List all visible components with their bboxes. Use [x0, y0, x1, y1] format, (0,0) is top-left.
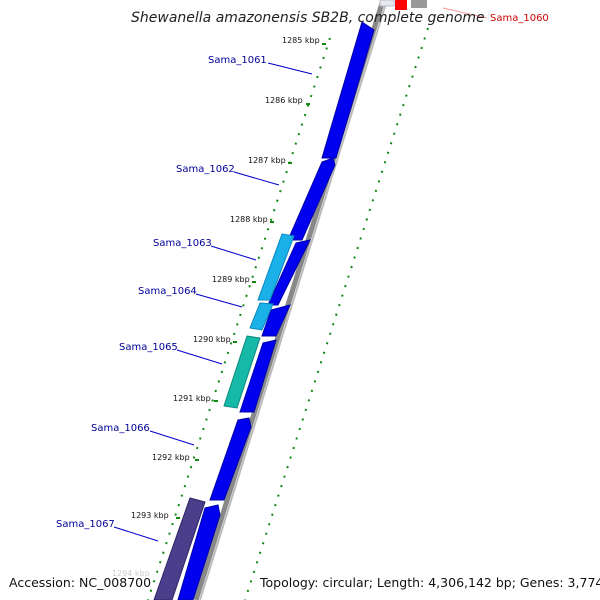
gene-sama-1062-arrow[interactable]: [287, 157, 336, 241]
callout-line: [233, 171, 280, 186]
gene-forward-arrow-7[interactable]: [177, 504, 221, 600]
callout-line: [267, 62, 313, 75]
genome-summary: Topology: circular; Length: 4,306,142 bp…: [259, 575, 600, 590]
gene-top-white-box: [379, 0, 395, 7]
callout-line: [176, 349, 223, 365]
gene-labels: Sama_1060 Sama_1061 Sama_1062 Sama_1063 …: [56, 13, 549, 530]
gene-label-sama-1060[interactable]: Sama_1060: [490, 13, 549, 24]
tick-label: 1287 kbp: [248, 156, 286, 165]
gene-forward-arrow-3[interactable]: [267, 239, 311, 306]
tick-label: 1288 kbp: [230, 215, 268, 224]
gene-sama-1067-box[interactable]: [153, 497, 206, 600]
gene-label-sama-1067[interactable]: Sama_1067: [56, 519, 115, 530]
gene-sama-1064-box[interactable]: [249, 302, 274, 331]
tick-label: 1285 kbp: [282, 36, 320, 45]
tick-label: 1292 kbp: [152, 453, 190, 462]
gene-forward-arrow-5[interactable]: [239, 339, 277, 413]
gene-sama-1065-box[interactable]: [223, 335, 261, 409]
tick-label: 1286 kbp: [265, 96, 303, 105]
gene-callouts: [113, 7, 488, 542]
tick-label: 1291 kbp: [173, 394, 211, 403]
outer-tick-ruler: [244, 27, 429, 600]
inner-tick-ruler: [147, 37, 331, 600]
kbp-ticks: 1285 kbp 1286 kbp 1287 kbp 1288 kbp 1289…: [112, 36, 326, 578]
callout-line: [149, 430, 195, 446]
gene-forward-arrow-4[interactable]: [261, 304, 291, 337]
callout-line: [195, 293, 243, 308]
gene-label-sama-1062[interactable]: Sama_1062: [176, 164, 235, 175]
gene-sama-1063-box[interactable]: [257, 233, 295, 301]
tick-label: 1289 kbp: [212, 275, 250, 284]
genome-backbone-shadow: [199, 0, 388, 600]
tick-label: 1293 kbp: [131, 511, 169, 520]
accession-label: Accession: NC_008700: [9, 575, 151, 590]
callout-line: [113, 526, 159, 542]
gene-sama-1060-box[interactable]: [395, 0, 407, 10]
gene-sama-1066-arrow[interactable]: [209, 417, 252, 501]
callout-line: [210, 245, 257, 261]
gene-label-sama-1061[interactable]: Sama_1061: [208, 55, 267, 66]
tick-label-faded: 1294 kbp: [112, 569, 150, 578]
map-title: Shewanella amazonensis SB2B, complete ge…: [131, 10, 485, 26]
callout-line-red: [442, 7, 488, 19]
gene-label-sama-1066[interactable]: Sama_1066: [91, 423, 150, 434]
tick-label: 1290 kbp: [193, 335, 231, 344]
gene-label-sama-1063[interactable]: Sama_1063: [153, 238, 212, 249]
gene-top-gray-box: [411, 0, 427, 8]
gene-label-sama-1065[interactable]: Sama_1065: [119, 342, 178, 353]
gene-label-sama-1064[interactable]: Sama_1064: [138, 286, 197, 297]
gene-sama-1061-arrow[interactable]: [321, 21, 375, 159]
